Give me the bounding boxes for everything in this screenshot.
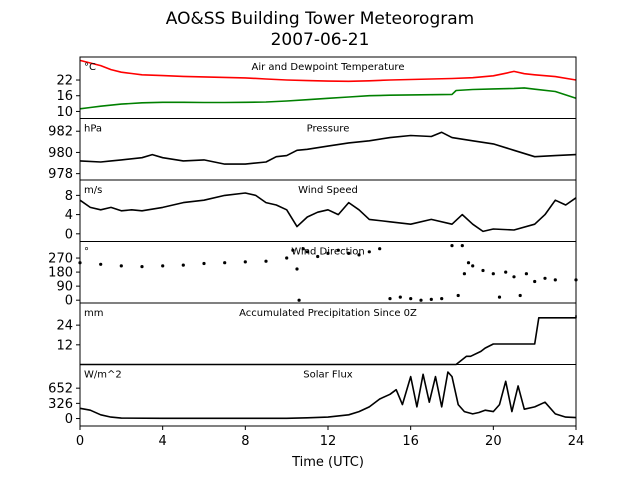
panel-0-ytick-label: 22: [56, 74, 73, 89]
panel-4-series-0: [80, 315, 577, 366]
panel-5-title: Solar Flux: [303, 370, 353, 381]
panel-2-series-0: [79, 192, 577, 233]
panel-3-point: [285, 256, 289, 260]
panel-3-point: [491, 272, 495, 276]
figure-title-line2: 2007-06-21: [271, 30, 370, 50]
panel-1: 978 980 982 hPa Pressure: [48, 118, 577, 182]
panel-3-point: [481, 268, 485, 273]
panel-3-point: [291, 248, 295, 252]
panel-3-point: [512, 275, 516, 279]
panel-3-point: [456, 293, 460, 298]
panel-4-unit: mm: [84, 308, 103, 319]
panel-2-ytick-label: 8: [65, 189, 73, 204]
panel-1-series-0: [79, 131, 577, 165]
panel-3-point: [357, 253, 361, 257]
panel-3-ytick-label: 180: [48, 266, 73, 281]
panel-5-ytick-label: 326: [48, 397, 73, 412]
panel-1-ytick-label: 980: [48, 146, 73, 161]
panel-3-point: [466, 261, 471, 265]
panel-3-point: [471, 264, 475, 268]
panel-3-point: [388, 297, 392, 301]
panel-4-ytick-label: 12: [56, 338, 73, 353]
x-tick-label: 16: [402, 434, 419, 449]
panel-5-unit: W/m^2: [84, 370, 122, 381]
panel-3-ytick-label: 0: [65, 294, 73, 309]
panel-3-point: [518, 293, 522, 298]
panel-3-point: [419, 298, 423, 302]
panel-3-point: [336, 248, 340, 252]
panel-1-ytick-label: 978: [48, 167, 73, 182]
x-tick-label: 8: [241, 434, 249, 449]
panel-2-ytick-label: 0: [65, 227, 73, 242]
panel-3-point: [99, 262, 103, 266]
panel-5-series-0: [79, 371, 577, 420]
panel-1-ytick-label: 982: [48, 125, 73, 140]
panel-3-point: [301, 247, 305, 251]
panel-3-point: [347, 251, 351, 255]
x-tick-label: 12: [320, 434, 337, 449]
panel-0-series-1: [79, 87, 577, 110]
panel-4-title: Accumulated Precipitation Since 0Z: [239, 308, 417, 319]
panel-3-point: [181, 263, 185, 267]
panel-2-ytick-label: 4: [65, 208, 73, 223]
panel-3-point: [223, 261, 227, 265]
panel-4-ytick-label: 24: [56, 319, 73, 334]
panel-3-point: [533, 279, 537, 284]
panel-1-unit: hPa: [84, 124, 102, 135]
panel-3-point: [460, 244, 464, 248]
panel-3-point: [119, 264, 123, 268]
panel-3-point: [543, 276, 547, 280]
panel-3-point: [450, 244, 454, 248]
panel-3-point: [429, 297, 433, 301]
panel-0-ytick-label: 16: [56, 89, 73, 104]
x-tick-label: 0: [76, 434, 84, 449]
panel-3-point: [243, 260, 247, 264]
panel-3-point: [440, 297, 444, 301]
panel-5-ytick-label: 652: [48, 382, 73, 397]
panel-3-point: [497, 295, 502, 299]
figure-title-line1: AO&SS Building Tower Meteorogram: [166, 9, 474, 29]
panel-0-series-0: [79, 59, 577, 83]
x-axis-label: Time (UTC): [291, 455, 364, 470]
panel-2: 0 4 8 m/s Wind Speed: [65, 179, 577, 242]
panel-3-unit: °: [84, 247, 89, 258]
panel-0-ytick-label: 10: [56, 105, 73, 120]
x-tick-label: 24: [568, 434, 585, 449]
x-tick-label: 4: [159, 434, 167, 449]
panel-3-point: [409, 297, 413, 301]
panel-3-point: [504, 270, 508, 274]
panel-3-point: [264, 259, 268, 263]
panel-3-point: [326, 251, 330, 255]
panel-0-unit: °C: [84, 62, 96, 73]
panel-3-point: [161, 264, 165, 268]
x-axis: 0 4 8 12 16 20 24: [76, 434, 584, 449]
panel-3-point: [378, 247, 382, 251]
panel-2-title: Wind Speed: [298, 185, 358, 196]
panel-0-title: Air and Dewpoint Temperature: [252, 62, 405, 73]
panel-3-point: [367, 250, 371, 254]
panel-2-unit: m/s: [84, 185, 102, 196]
panel-3-ytick-label: 90: [56, 280, 73, 295]
panel-5-ytick-label: 0: [65, 412, 73, 427]
panel-1-title: Pressure: [307, 124, 350, 135]
panel-3-point: [316, 254, 320, 259]
panel-3-title: Wind Direction: [291, 247, 365, 258]
panel-3-point: [462, 272, 466, 276]
panel-3-point: [297, 298, 301, 302]
panel-4: 12 24 mm Accumulated Precipitation Since 0Z: [56, 302, 577, 366]
panel-3-point: [553, 278, 557, 282]
panel-3-ytick-label: 270: [48, 252, 73, 267]
panel-3-point: [295, 267, 299, 271]
x-tick-label: 20: [485, 434, 502, 449]
panel-3-point: [305, 250, 309, 254]
panel-3-point: [398, 295, 402, 299]
panel-3-point: [524, 272, 529, 276]
panel-3-point: [140, 265, 144, 269]
panel-3-point: [202, 261, 206, 266]
